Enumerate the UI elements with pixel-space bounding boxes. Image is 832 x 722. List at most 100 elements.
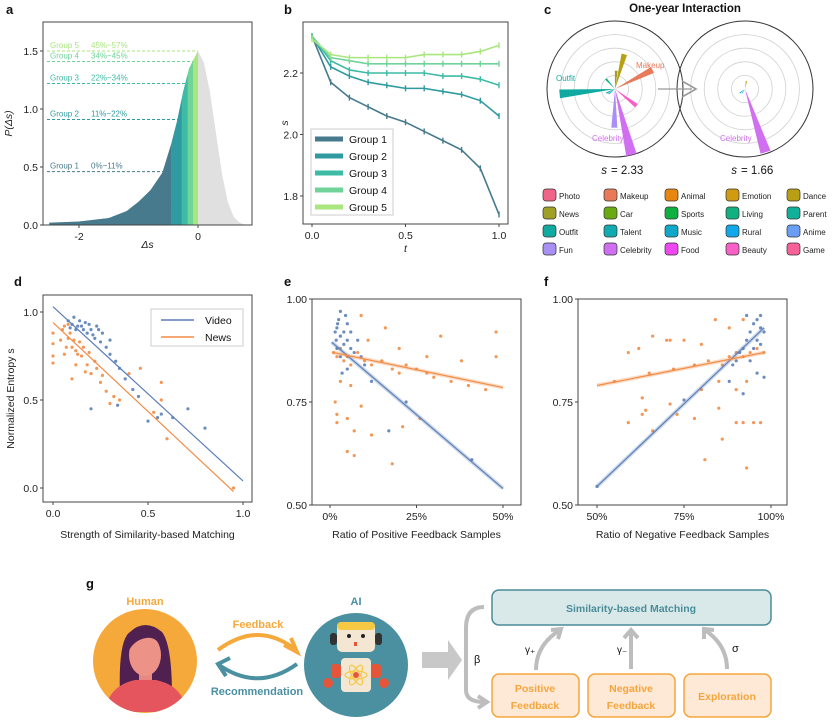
y-axis-label: P(Δs) — [3, 110, 15, 136]
legend-label: Emotion — [742, 192, 771, 201]
positive-feedback-label-line2: Feedback — [511, 700, 560, 712]
data-point — [363, 359, 367, 363]
data-point — [349, 330, 353, 334]
x-axis-label: Ratio of Negative Feedback Samples — [596, 529, 769, 541]
grid-ring — [717, 61, 773, 117]
data-point — [665, 338, 669, 342]
data-point — [338, 309, 342, 313]
legend-swatch — [725, 206, 740, 220]
legend-label: Sports — [681, 210, 704, 219]
data-point — [752, 322, 756, 326]
panel-g-diagram: Human Feedback Recommendation AI — [93, 589, 772, 718]
data-point — [356, 350, 360, 355]
x-tick-label: 0.0 — [46, 508, 61, 520]
data-point — [117, 398, 122, 402]
data-point — [74, 349, 78, 353]
data-point — [745, 466, 749, 470]
data-point — [333, 400, 337, 404]
data-point — [349, 383, 353, 388]
data-point — [720, 363, 724, 367]
data-point — [89, 372, 93, 376]
data-point — [83, 370, 87, 374]
data-point — [352, 350, 356, 355]
data-point — [51, 361, 55, 365]
data-point — [404, 363, 408, 367]
data-point — [345, 367, 349, 371]
flow-arrow-icon — [422, 640, 462, 680]
wedge-living — [605, 78, 615, 89]
legend-label: Talent — [620, 228, 642, 237]
wedge-fun — [611, 89, 618, 128]
wedge-celebrity — [615, 89, 637, 157]
data-point — [762, 330, 766, 334]
data-point — [717, 379, 721, 383]
data-point — [752, 421, 756, 425]
group-range-label: 11%~22% — [91, 109, 127, 118]
data-point — [359, 313, 363, 318]
data-point — [741, 421, 745, 425]
data-point — [668, 402, 672, 406]
legend-swatch — [786, 242, 801, 256]
data-point — [93, 336, 97, 340]
data-point — [91, 333, 95, 337]
data-point — [72, 315, 76, 319]
data-point — [682, 398, 686, 402]
x-tick-label: 1.0 — [236, 508, 251, 520]
data-point — [734, 359, 738, 363]
data-point — [731, 363, 735, 367]
data-point — [85, 331, 89, 335]
data-point — [95, 324, 99, 328]
data-point — [675, 412, 679, 416]
data-point — [335, 326, 339, 330]
data-point — [387, 429, 391, 433]
y-tick-label: 0.50 — [287, 500, 308, 512]
wedge-outfit — [559, 89, 615, 99]
legend-label: Video — [205, 315, 232, 327]
data-point — [717, 406, 721, 410]
data-point — [748, 359, 752, 363]
group-range-label: 0%~11% — [91, 162, 123, 171]
data-point — [186, 407, 190, 411]
exploration-label: Exploration — [698, 691, 756, 703]
data-point — [342, 330, 346, 334]
data-point — [123, 377, 127, 381]
data-point — [748, 330, 752, 334]
data-point — [333, 330, 337, 334]
data-point — [644, 408, 648, 412]
data-point — [637, 346, 641, 351]
data-point — [369, 433, 374, 437]
data-point — [397, 346, 401, 351]
legend-label: Living — [742, 210, 763, 219]
data-point — [104, 345, 108, 349]
legend-label: Group 5 — [349, 202, 387, 214]
legend-swatch — [603, 242, 618, 256]
legend-swatch — [542, 206, 557, 220]
positive-feedback-label-line1: Positive — [515, 683, 555, 695]
legend-label: News — [205, 332, 231, 344]
y-tick-label: 1.0 — [23, 104, 38, 116]
data-point — [70, 345, 74, 349]
panel-label-b: b — [284, 2, 292, 17]
data-point — [758, 326, 763, 330]
axes-frame — [311, 298, 522, 506]
data-point — [356, 338, 360, 342]
data-point — [97, 328, 101, 332]
data-point — [64, 345, 68, 349]
data-point — [494, 355, 498, 359]
data-point — [640, 412, 644, 416]
data-point — [108, 352, 112, 356]
x-tick-label: 50% — [586, 511, 607, 523]
legend-swatch — [725, 224, 740, 238]
x-axis-label: t — [404, 243, 408, 255]
feedback-arrow-icon — [216, 633, 298, 652]
data-point — [727, 326, 731, 330]
x-tick-label: 0 — [195, 231, 201, 243]
data-point — [89, 328, 93, 332]
y-tick-label: 0.0 — [23, 220, 38, 232]
x-tick-label: 0.5 — [398, 230, 413, 242]
data-point — [404, 400, 408, 404]
data-point — [114, 359, 118, 363]
series-line — [311, 35, 500, 87]
